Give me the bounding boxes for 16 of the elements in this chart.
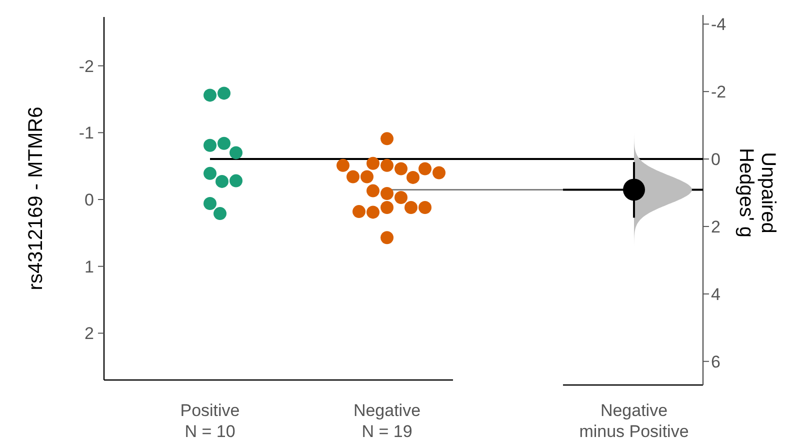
y2-tick-label: 0: [711, 150, 720, 169]
x-tick-label: Positive N = 10: [180, 401, 240, 441]
y2-tick-label: -2: [711, 82, 726, 102]
y2-tick-label: 2: [711, 217, 720, 236]
y-tick-label: 0: [84, 190, 94, 210]
y2-axis-title: Unpaired Hedges' g: [735, 148, 779, 238]
y-tick-label: -1: [78, 124, 94, 143]
x-tick-label: Negative minus Positive: [579, 401, 689, 441]
y2-tick-label: -4: [711, 15, 726, 34]
y2-tick-label: 6: [711, 352, 720, 372]
y-tick-label: 2: [84, 324, 94, 344]
y-tick-label: -2: [78, 56, 94, 76]
x-tick-label: Negative N = 19: [353, 401, 421, 441]
y2-tick-label: 4: [711, 284, 720, 304]
y-axis-title: rs4312169 - MTMR6: [25, 106, 47, 290]
y-tick-label: 1: [84, 257, 94, 276]
